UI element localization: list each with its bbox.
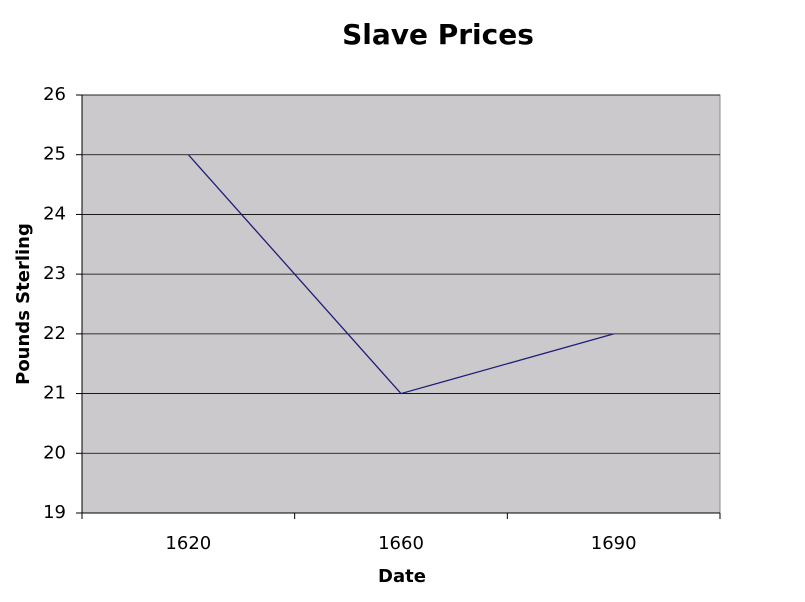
y-tick-label: 21 <box>43 383 66 404</box>
y-tick-label: 19 <box>43 502 66 523</box>
y-tick-label: 22 <box>43 323 66 344</box>
chart-title: Slave Prices <box>342 18 534 51</box>
x-axis-label: Date <box>378 566 426 587</box>
y-axis-label: Pounds Sterling <box>13 223 34 385</box>
x-tick-label: 1620 <box>165 533 211 554</box>
y-tick-label: 24 <box>43 203 66 224</box>
line <box>187 154 614 395</box>
x-tick-label: 1690 <box>591 533 637 554</box>
y-tick-label: 20 <box>43 442 66 463</box>
x-tick-label: 1660 <box>378 533 424 554</box>
y-tick-label: 23 <box>43 263 66 284</box>
plot-area <box>81 94 721 514</box>
y-tick-label: 26 <box>43 84 66 105</box>
y-tick-label: 25 <box>43 144 66 165</box>
